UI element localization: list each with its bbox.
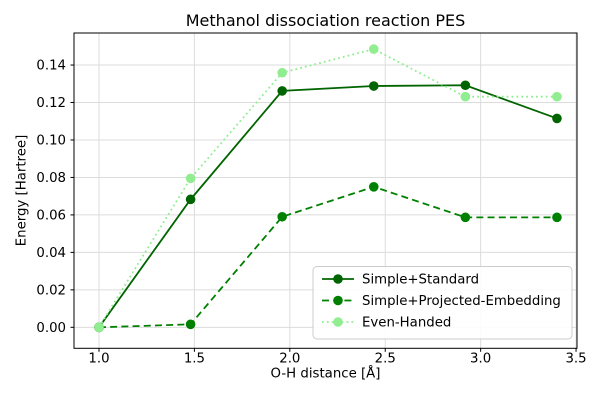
data-point-simple-standard xyxy=(368,81,379,91)
series-layer xyxy=(94,44,562,333)
data-point-simple-projected-embedding xyxy=(460,212,471,223)
x-axis-label: O-H distance [Å] xyxy=(271,365,381,382)
x-tick-label: 3.5 xyxy=(565,352,586,367)
data-point-simple-projected-embedding xyxy=(185,319,196,330)
legend-marker xyxy=(333,295,343,306)
data-point-simple-projected-embedding xyxy=(552,212,562,223)
series-line-simple-standard xyxy=(98,84,558,328)
legend-marker xyxy=(333,274,343,284)
chart-title: Methanol dissociation reaction PES xyxy=(186,11,466,30)
data-point-even-handed xyxy=(185,173,196,184)
data-point-simple-standard xyxy=(460,80,471,91)
data-point-simple-standard xyxy=(277,86,287,96)
y-tick-label: 0.12 xyxy=(36,96,66,111)
data-point-even-handed xyxy=(277,67,287,78)
x-tick-label: 1.5 xyxy=(184,352,205,367)
legend-label: Even-Handed xyxy=(362,316,451,331)
legend: Simple+Standard Simple+Projected-Embeddin… xyxy=(312,266,573,340)
legend-item: Simple+Standard xyxy=(322,273,479,288)
x-tick-label: 2.5 xyxy=(375,352,396,367)
y-tick-label: 0.02 xyxy=(36,283,66,298)
y-tick-label: 0.06 xyxy=(36,209,66,224)
plot-border xyxy=(73,32,578,349)
x-tick-label: 3.0 xyxy=(470,352,491,367)
y-axis-label: Energy [Hartree] xyxy=(15,135,30,247)
y-tick-label: 0.08 xyxy=(36,171,66,186)
data-point-simple-standard xyxy=(552,113,562,124)
legend-item: Even-Handed xyxy=(322,316,451,331)
data-point-simple-standard xyxy=(185,194,196,205)
legend-marker xyxy=(333,317,343,327)
series-line-simple-projected-embedding xyxy=(98,185,557,329)
data-point-even-handed xyxy=(552,91,562,102)
data-point-simple-projected-embedding xyxy=(368,182,379,192)
x-tick-label: 1.0 xyxy=(88,352,109,367)
legend-label: Simple+Standard xyxy=(362,273,479,288)
legend-label: Simple+Projected-Embedding xyxy=(362,294,561,309)
axis-layer: 1.0 1.5 2.0 2.5 3.0 3.5 0.00 0.02 0.04 0.06 0.08 0.… xyxy=(36,32,587,367)
x-tick-label: 2.0 xyxy=(279,352,300,367)
y-tick-label: 0.00 xyxy=(36,321,66,336)
grid-layer xyxy=(74,33,577,349)
data-point-even-handed xyxy=(368,44,379,54)
data-point-simple-projected-embedding xyxy=(277,211,287,222)
legend-box xyxy=(312,266,573,340)
y-tick-label: 0.14 xyxy=(36,59,66,74)
data-point-even-handed xyxy=(460,91,471,102)
data-point-even-handed xyxy=(94,322,104,333)
y-tick-label: 0.10 xyxy=(36,134,66,149)
y-tick-label: 0.04 xyxy=(36,246,66,261)
legend-item: Simple+Projected-Embedding xyxy=(322,294,561,309)
